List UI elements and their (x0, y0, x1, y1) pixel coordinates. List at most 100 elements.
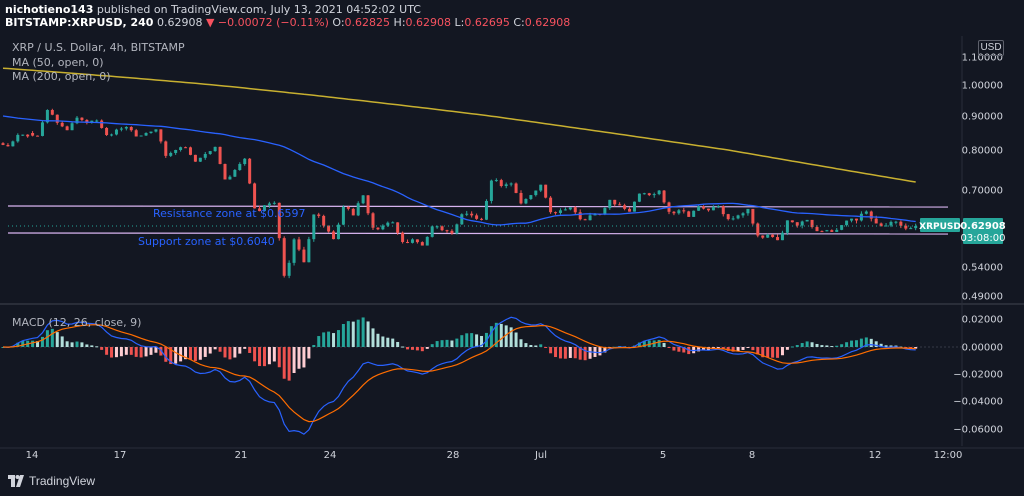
candle-body[interactable] (376, 227, 380, 230)
candle-body[interactable] (563, 209, 567, 211)
candle-body[interactable] (697, 206, 701, 211)
candle-body[interactable] (184, 147, 188, 149)
candle-body[interactable] (475, 215, 479, 219)
candle-body[interactable] (65, 126, 69, 131)
candle-body[interactable] (914, 226, 918, 229)
candle-body[interactable] (795, 222, 799, 226)
candle-body[interactable] (129, 127, 133, 131)
candle-body[interactable] (529, 195, 533, 200)
candle-body[interactable] (771, 234, 775, 238)
candle-body[interactable] (869, 211, 873, 219)
candle-body[interactable] (494, 180, 498, 182)
candle-body[interactable] (70, 123, 74, 131)
candle-body[interactable] (272, 202, 276, 204)
candle-body[interactable] (420, 242, 424, 246)
candle-body[interactable] (879, 223, 883, 227)
candle-body[interactable] (164, 141, 168, 156)
candle-body[interactable] (45, 110, 49, 123)
candle-body[interactable] (1, 143, 5, 145)
candle-body[interactable] (322, 215, 326, 226)
candle-body[interactable] (544, 184, 548, 198)
candle-body[interactable] (6, 144, 10, 147)
candle-body[interactable] (652, 194, 656, 196)
candle-body[interactable] (864, 211, 868, 214)
candle-body[interactable] (761, 235, 765, 238)
candle-body[interactable] (40, 122, 44, 136)
candle-body[interactable] (277, 202, 281, 239)
candle-body[interactable] (850, 218, 854, 221)
candle-body[interactable] (706, 208, 710, 211)
candle-body[interactable] (899, 221, 903, 226)
candle-body[interactable] (637, 193, 641, 202)
candle-body[interactable] (213, 146, 217, 152)
macd-legend[interactable]: MACD (12, 26, close, 9) (12, 316, 142, 329)
candle-body[interactable] (282, 238, 286, 276)
candle-body[interactable] (406, 241, 410, 243)
candle-body[interactable] (105, 127, 109, 136)
candle-body[interactable] (489, 180, 493, 201)
candle-body[interactable] (50, 110, 54, 115)
candle-body[interactable] (780, 232, 784, 241)
candle-body[interactable] (317, 214, 321, 216)
candle-body[interactable] (119, 128, 123, 130)
candle-body[interactable] (26, 134, 30, 137)
candle-body[interactable] (524, 199, 528, 204)
candle-body[interactable] (361, 195, 365, 204)
candle-body[interactable] (573, 207, 577, 213)
candle-body[interactable] (356, 203, 360, 216)
candle-body[interactable] (223, 163, 227, 180)
candle-body[interactable] (31, 133, 35, 136)
candle-body[interactable] (623, 205, 627, 209)
candle-body[interactable] (751, 208, 755, 224)
candle-body[interactable] (346, 206, 350, 209)
candle-body[interactable] (95, 120, 99, 122)
candle-body[interactable] (253, 183, 257, 209)
candle-body[interactable] (874, 218, 878, 224)
candle-body[interactable] (711, 206, 715, 211)
candle-body[interactable] (198, 157, 202, 162)
candle-body[interactable] (307, 239, 311, 263)
candle-body[interactable] (371, 213, 375, 228)
candle-body[interactable] (262, 205, 266, 212)
candle-body[interactable] (188, 147, 192, 155)
candle-body[interactable] (169, 152, 173, 156)
candle-body[interactable] (425, 236, 429, 246)
candle-body[interactable] (894, 221, 898, 223)
currency-button[interactable]: USD (978, 40, 1004, 56)
candle-body[interactable] (721, 206, 725, 215)
candle-body[interactable] (193, 154, 197, 162)
candle-body[interactable] (55, 114, 59, 123)
candle-body[interactable] (613, 199, 617, 205)
candle-body[interactable] (692, 210, 696, 217)
candle-body[interactable] (302, 249, 306, 263)
candle-body[interactable] (139, 135, 143, 137)
candle-body[interactable] (815, 227, 819, 232)
candle-body[interactable] (608, 199, 612, 209)
candle-body[interactable] (558, 210, 562, 213)
candle-body[interactable] (366, 195, 370, 214)
candle-body[interactable] (351, 208, 355, 216)
candle-body[interactable] (450, 230, 454, 234)
candle-body[interactable] (588, 215, 592, 221)
candle-body[interactable] (381, 225, 385, 230)
candle-body[interactable] (549, 197, 553, 213)
candle-body[interactable] (568, 207, 572, 210)
candle-body[interactable] (909, 228, 913, 230)
candle-body[interactable] (159, 129, 163, 142)
macd-signal-line[interactable] (2, 324, 916, 423)
candle-body[interactable] (80, 117, 84, 120)
candle-body[interactable] (258, 208, 262, 212)
candle-body[interactable] (391, 222, 395, 224)
candle-body[interactable] (618, 204, 622, 206)
candle-body[interactable] (854, 218, 858, 221)
candle-body[interactable] (415, 239, 419, 243)
candle-body[interactable] (36, 135, 40, 137)
candle-body[interactable] (396, 222, 400, 233)
candle-body[interactable] (460, 214, 464, 225)
candle-body[interactable] (904, 225, 908, 229)
candle-body[interactable] (840, 225, 844, 230)
candle-body[interactable] (632, 201, 636, 212)
candle-body[interactable] (312, 214, 316, 240)
ma50-line[interactable] (2, 115, 916, 226)
candle-body[interactable] (514, 183, 518, 193)
